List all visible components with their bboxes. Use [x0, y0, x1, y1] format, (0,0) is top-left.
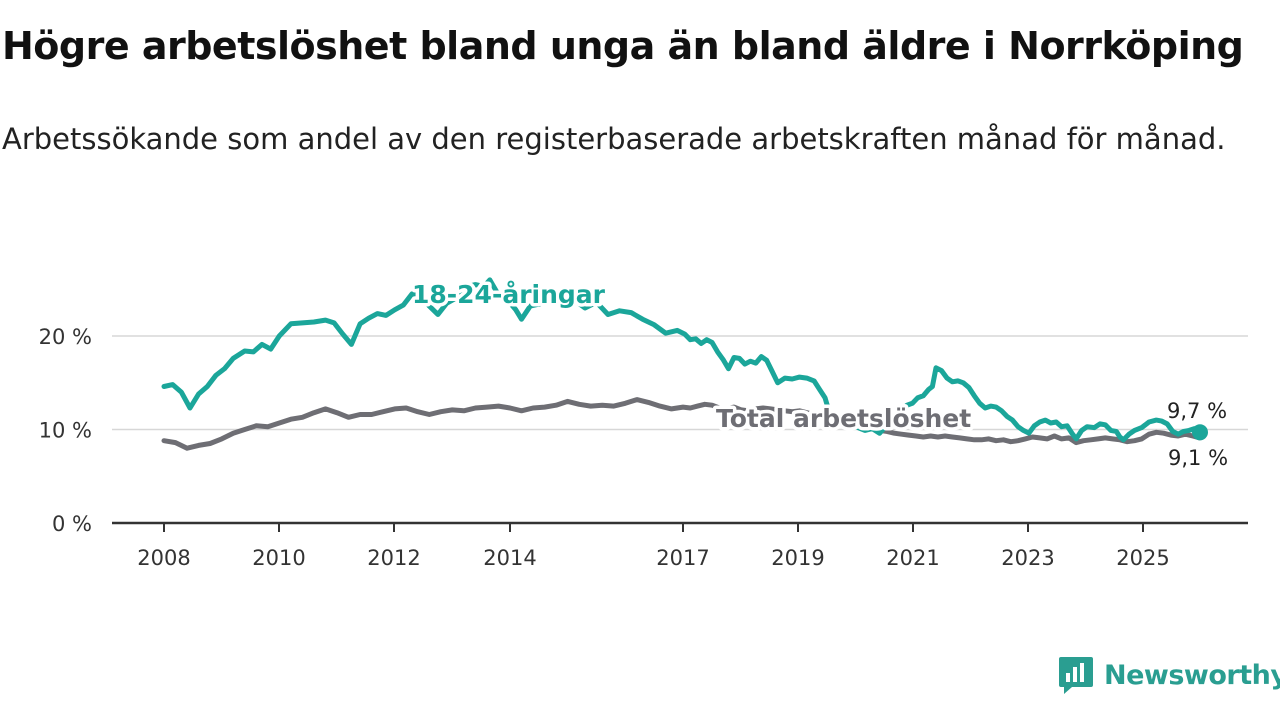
x-tick-label: 2023	[1001, 546, 1054, 570]
x-tick-label: 2012	[367, 546, 420, 570]
series-label-youth: 18-24-åringar	[412, 280, 606, 309]
x-tick-label: 2019	[771, 546, 824, 570]
x-axis: 2008 2010 2012 2014 2017 2019 2021 2023 2025	[112, 521, 1248, 570]
chart-title: Högre arbetslöshet bland unga än bland ä…	[2, 24, 1244, 68]
x-tick-label: 2025	[1116, 546, 1169, 570]
y-axis-ticks: 0 % 10 % 20 %	[39, 325, 92, 536]
x-tick-label: 2021	[886, 546, 939, 570]
series-line-total	[161, 397, 1203, 451]
series-lines	[161, 277, 1208, 451]
y-tick-label: 20 %	[39, 325, 92, 349]
series-label-youth-halo: 18-24-åringar	[412, 280, 606, 309]
bar-chart-speech-bubble-icon	[1059, 657, 1093, 694]
chart-subtitle: Arbetssökande som andel av den registerb…	[2, 122, 1226, 156]
series-label-total: Total arbetslöshet	[716, 404, 971, 433]
brand-name: Newsworthy	[1104, 659, 1280, 691]
series-end-marker	[1192, 424, 1208, 441]
end-label-youth: 9,7 %	[1167, 399, 1227, 423]
x-tick-label: 2017	[656, 546, 709, 570]
x-tick-label: 2014	[483, 546, 536, 570]
end-label-youth-halo: 9,7 %	[1167, 399, 1227, 423]
y-tick-label: 0 %	[52, 512, 92, 536]
x-tick-label: 2008	[137, 546, 190, 570]
series-line-youth	[161, 277, 1203, 443]
newsworthy-brand[interactable]: Newsworthy	[1058, 654, 1280, 696]
y-tick-label: 10 %	[39, 419, 92, 443]
end-label-total-halo: 9,1 %	[1168, 446, 1228, 470]
x-tick-label: 2010	[252, 546, 305, 570]
series-label-total-halo: Total arbetslöshet	[716, 404, 971, 433]
grid-lines	[112, 335, 1248, 431]
end-label-total: 9,1 %	[1168, 446, 1228, 470]
